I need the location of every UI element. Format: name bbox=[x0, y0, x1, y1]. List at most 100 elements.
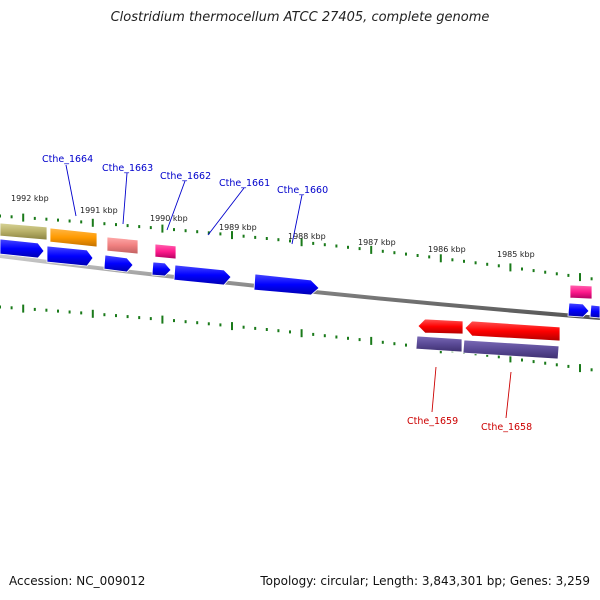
minor-tick bbox=[358, 338, 361, 342]
gene-label-leaders bbox=[65, 164, 512, 419]
minor-tick bbox=[277, 238, 280, 242]
minor-tick bbox=[80, 220, 83, 224]
minor-tick bbox=[103, 313, 106, 317]
minor-tick bbox=[10, 306, 13, 310]
minor-tick bbox=[219, 323, 222, 327]
feature-magenta[interactable] bbox=[154, 243, 177, 260]
gene-label-cthe-1663[interactable]: Cthe_1663 bbox=[102, 163, 153, 174]
major-tick bbox=[161, 315, 164, 324]
cds-arrow[interactable] bbox=[567, 302, 590, 318]
cds-track-forward bbox=[0, 238, 600, 319]
scale-label: 1987 kbp bbox=[358, 238, 396, 247]
feature-salmon[interactable] bbox=[106, 236, 139, 255]
minor-tick bbox=[393, 342, 396, 346]
major-tick bbox=[579, 273, 581, 282]
minor-tick bbox=[80, 311, 83, 315]
minor-tick bbox=[323, 334, 326, 338]
cds-arrow[interactable] bbox=[0, 238, 45, 259]
minor-tick bbox=[567, 364, 570, 368]
minor-tick bbox=[57, 218, 59, 222]
minor-tick bbox=[126, 224, 129, 228]
minor-tick bbox=[532, 360, 535, 364]
feature-track-purple bbox=[415, 335, 560, 360]
feature-magenta-right[interactable] bbox=[569, 284, 593, 300]
minor-tick bbox=[115, 223, 117, 227]
gene-label-cthe-1661[interactable]: Cthe_1661 bbox=[219, 178, 270, 189]
minor-tick bbox=[33, 216, 36, 220]
major-tick bbox=[231, 231, 233, 240]
gene-label-cthe-1658[interactable]: Cthe_1658 bbox=[481, 422, 532, 433]
major-tick bbox=[91, 218, 94, 227]
minor-tick bbox=[173, 228, 175, 232]
minor-tick bbox=[555, 363, 558, 367]
scale-label: 1992 kbp bbox=[11, 194, 49, 203]
minor-tick bbox=[289, 239, 291, 243]
cds-arrow[interactable] bbox=[46, 245, 94, 267]
major-tick bbox=[22, 213, 25, 222]
minor-tick bbox=[184, 320, 187, 324]
feature-orange[interactable] bbox=[49, 227, 98, 248]
gene-label-cthe-1662[interactable]: Cthe_1662 bbox=[160, 171, 211, 182]
leader-line bbox=[505, 371, 512, 419]
gene-label-cthe-1664[interactable]: Cthe_1664 bbox=[42, 154, 93, 165]
minor-tick bbox=[416, 254, 419, 257]
minor-tick bbox=[590, 368, 593, 372]
minor-tick bbox=[393, 251, 396, 255]
scale-label: 1988 kbp bbox=[288, 232, 326, 241]
major-tick bbox=[300, 238, 303, 247]
minor-tick bbox=[115, 314, 117, 318]
minor-tick bbox=[184, 229, 187, 233]
feature-purple[interactable] bbox=[415, 335, 463, 353]
scale-labels: 1992 kbp 1991 kbp 1990 kbp 1989 kbp 1988… bbox=[11, 194, 535, 259]
cds-arrow-reverse[interactable] bbox=[417, 318, 464, 335]
feature-olive[interactable] bbox=[0, 222, 48, 241]
minor-tick bbox=[138, 316, 141, 320]
minor-tick bbox=[103, 222, 106, 226]
minor-tick bbox=[323, 243, 326, 247]
leader-line bbox=[431, 366, 437, 413]
minor-tick bbox=[497, 355, 500, 359]
minor-tick bbox=[335, 244, 338, 248]
scale-label: 1990 kbp bbox=[150, 214, 188, 223]
minor-tick bbox=[463, 259, 465, 263]
leader-line bbox=[122, 172, 128, 225]
cds-arrow[interactable] bbox=[103, 254, 134, 273]
cds-arrow[interactable] bbox=[173, 264, 232, 286]
minor-tick bbox=[486, 262, 489, 266]
feature-purple[interactable] bbox=[462, 339, 560, 360]
cds-arrow[interactable] bbox=[589, 304, 600, 319]
cds-arrow-reverse[interactable] bbox=[464, 320, 561, 342]
gene-label-cthe-1660[interactable]: Cthe_1660 bbox=[277, 185, 328, 196]
scale-label: 1986 kbp bbox=[428, 245, 466, 254]
major-tick bbox=[231, 322, 233, 331]
minor-tick bbox=[590, 277, 593, 281]
leader-line bbox=[291, 194, 303, 245]
minor-tick bbox=[381, 249, 384, 253]
major-tick bbox=[579, 364, 581, 373]
cds-arrow[interactable] bbox=[253, 273, 320, 296]
minor-tick bbox=[68, 219, 71, 223]
gene-label-cthe-1659[interactable]: Cthe_1659 bbox=[407, 416, 458, 427]
major-tick bbox=[300, 329, 303, 338]
minor-tick bbox=[219, 232, 222, 236]
major-tick bbox=[439, 254, 442, 263]
minor-tick bbox=[265, 328, 268, 331]
minor-tick bbox=[45, 217, 48, 221]
minor-tick bbox=[405, 252, 407, 256]
gene-labels: Cthe_1664 Cthe_1663 Cthe_1662 Cthe_1661 … bbox=[42, 154, 532, 433]
minor-tick bbox=[207, 322, 210, 326]
minor-tick bbox=[521, 267, 523, 271]
minor-tick bbox=[0, 305, 1, 309]
minor-tick bbox=[544, 361, 547, 365]
scale-label: 1989 kbp bbox=[219, 223, 257, 232]
major-tick bbox=[509, 354, 512, 363]
minor-tick bbox=[289, 330, 291, 334]
scale-label: 1991 kbp bbox=[80, 206, 118, 215]
leader-line bbox=[207, 187, 245, 236]
minor-tick bbox=[347, 245, 349, 249]
minor-tick bbox=[358, 247, 361, 251]
minor-tick bbox=[33, 307, 36, 311]
cds-arrow[interactable] bbox=[151, 261, 172, 277]
leader-line bbox=[166, 180, 186, 231]
minor-tick bbox=[347, 336, 349, 340]
